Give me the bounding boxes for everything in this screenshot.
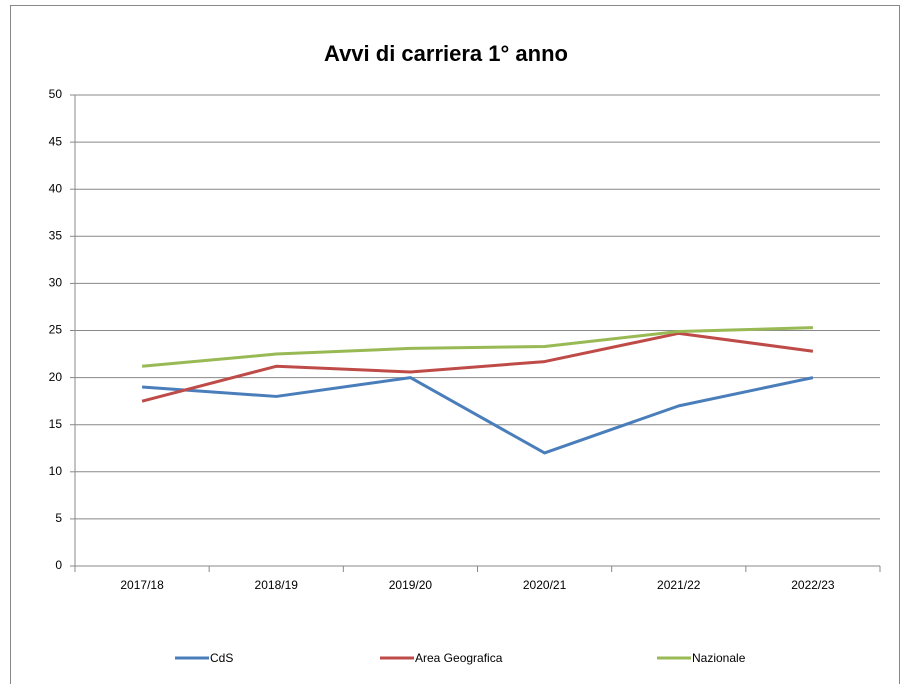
series-line (141, 376, 814, 455)
x-tick-label: 2019/20 (389, 578, 433, 592)
legend-label: Area Geografica (415, 651, 503, 665)
chart-title: Avvi di carriera 1° anno (324, 41, 568, 66)
y-tick-label: 30 (49, 276, 63, 290)
y-tick-label: 10 (49, 464, 63, 478)
legend-label: CdS (210, 651, 233, 665)
x-tick-label: 2021/22 (657, 578, 701, 592)
y-tick-label: 0 (55, 558, 62, 572)
y-tick-label: 35 (49, 228, 63, 242)
legend-label: Nazionale (692, 651, 746, 665)
y-tick-label: 15 (49, 417, 63, 431)
series-line (141, 326, 813, 368)
y-tick-label: 50 (49, 87, 63, 101)
y-tick-label: 5 (55, 511, 62, 525)
x-tick-label: 2020/21 (523, 578, 567, 592)
x-tick-label: 2018/19 (255, 578, 299, 592)
y-tick-label: 40 (49, 181, 63, 195)
series-line (141, 331, 814, 403)
y-tick-label: 25 (49, 323, 63, 337)
x-tick-label: 2022/23 (791, 578, 835, 592)
y-tick-label: 45 (49, 134, 63, 148)
x-tick-label: 2017/18 (120, 578, 164, 592)
y-tick-label: 20 (49, 370, 63, 384)
